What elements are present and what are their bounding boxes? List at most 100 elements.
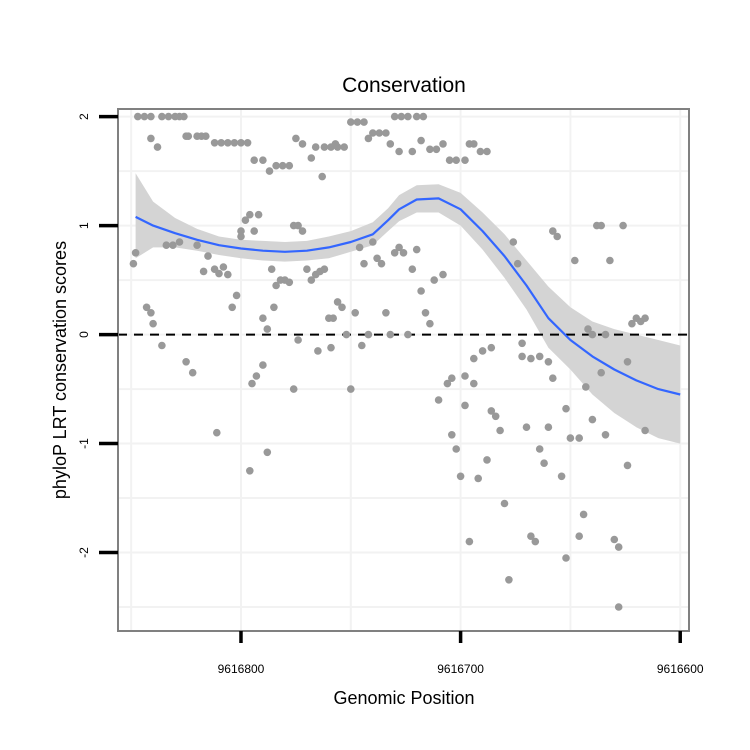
data-point: [375, 129, 384, 137]
x-tick-label: 9616600: [657, 662, 704, 676]
y-tick-label: -1: [77, 438, 91, 449]
data-point: [518, 339, 526, 348]
data-point: [382, 129, 390, 137]
data-point: [237, 227, 245, 235]
data-point: [285, 161, 294, 170]
data-point: [224, 139, 232, 147]
data-point: [307, 276, 316, 284]
data-point: [614, 603, 623, 611]
data-point: [232, 291, 241, 300]
data-point: [426, 145, 434, 154]
data-point: [250, 227, 258, 235]
data-point: [331, 140, 340, 148]
data-point: [329, 314, 338, 323]
data-point: [263, 448, 272, 457]
data-point: [369, 129, 377, 137]
data-point: [430, 276, 439, 284]
data-point: [461, 156, 469, 164]
data-point: [149, 319, 157, 328]
data-point: [237, 232, 245, 241]
data-point: [272, 281, 280, 290]
data-point: [397, 112, 406, 121]
chart-title: Conservation: [342, 74, 466, 97]
data-point: [432, 145, 441, 154]
data-point: [294, 221, 302, 230]
data-point: [353, 118, 362, 126]
data-point: [210, 139, 219, 147]
data-point: [456, 472, 465, 481]
data-point: [461, 372, 469, 380]
data-point: [213, 428, 221, 437]
data-point: [641, 314, 649, 323]
data-point: [241, 216, 250, 224]
data-point: [408, 265, 417, 274]
data-point: [527, 532, 535, 540]
data-point: [248, 379, 256, 388]
data-point: [474, 474, 483, 483]
data-point: [250, 156, 258, 164]
data-point: [320, 265, 329, 274]
data-point: [347, 385, 355, 393]
data-point: [518, 352, 526, 361]
y-tick-label: 2: [77, 113, 91, 120]
data-point: [623, 358, 632, 366]
data-point: [252, 372, 261, 380]
data-point: [342, 330, 351, 339]
data-point: [544, 423, 553, 432]
data-point: [360, 259, 368, 268]
data-point: [215, 269, 223, 278]
data-point: [452, 445, 461, 453]
data-point: [597, 221, 605, 230]
data-point: [540, 459, 548, 468]
data-point: [476, 147, 485, 156]
data-point: [426, 319, 434, 328]
data-point: [272, 161, 280, 170]
data-point: [478, 347, 487, 355]
data-point: [527, 354, 535, 363]
data-point: [417, 287, 425, 295]
data-point: [588, 330, 597, 339]
data-point: [619, 221, 627, 230]
y-axis-label: phyloP LRT conservation scores: [50, 241, 70, 499]
data-point: [318, 172, 327, 181]
data-point: [584, 325, 592, 333]
data-point: [491, 412, 500, 421]
data-point: [395, 147, 403, 156]
data-point: [487, 407, 496, 415]
data-point: [483, 147, 491, 156]
data-point: [182, 358, 190, 366]
data-point: [134, 112, 142, 121]
data-point: [243, 139, 252, 147]
data-point: [298, 227, 307, 235]
data-point: [390, 112, 399, 121]
smooth-line-group: [135, 197, 681, 396]
data-point: [289, 385, 298, 393]
data-point: [452, 156, 461, 164]
data-points: [129, 112, 649, 611]
data-point: [535, 352, 544, 361]
data-point: [404, 112, 412, 121]
data-point: [505, 576, 513, 584]
data-point: [496, 426, 504, 435]
plot-frame: [117, 108, 690, 632]
data-point: [147, 134, 155, 143]
data-point: [320, 143, 329, 151]
x-tick-label: 9616700: [437, 662, 484, 676]
data-point: [364, 330, 373, 339]
data-point: [509, 238, 518, 246]
data-point: [390, 249, 399, 257]
data-point: [614, 543, 623, 551]
data-point: [419, 112, 428, 121]
data-point: [193, 241, 201, 249]
data-point: [140, 112, 149, 121]
data-point: [340, 143, 349, 151]
data-point: [445, 156, 454, 164]
data-point: [597, 368, 605, 377]
data-point: [188, 368, 197, 377]
data-point: [461, 401, 469, 410]
data-point: [487, 343, 496, 352]
data-point: [333, 298, 342, 306]
data-point: [158, 112, 166, 121]
data-point: [224, 270, 232, 279]
data-point: [314, 347, 322, 355]
